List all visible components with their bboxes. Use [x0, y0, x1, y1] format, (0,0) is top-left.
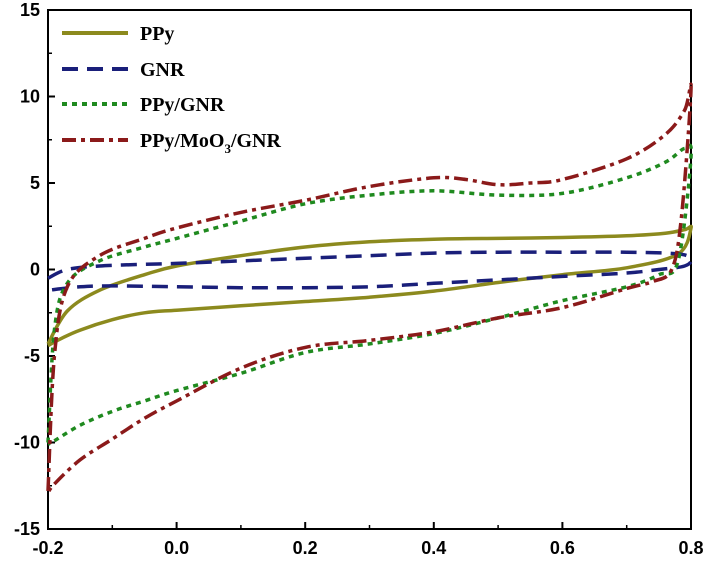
y-tick-label: 10: [20, 87, 40, 107]
y-tick-label: -5: [24, 346, 40, 366]
x-axis: -0.2 0.0 0.2 0.4 0.6 0.8: [32, 522, 704, 558]
y-tick-label: -10: [14, 433, 40, 453]
x-tick-label: -0.2: [32, 538, 63, 558]
y-tick-label: 5: [30, 173, 40, 193]
y-tick-label: 0: [30, 260, 40, 280]
series-line-ppy: [46, 224, 693, 348]
y-tick-label: 15: [20, 0, 40, 20]
x-tick-label: 0.8: [678, 538, 703, 558]
plot-curves: [46, 82, 694, 494]
x-tick-label: 0.6: [550, 538, 575, 558]
plot-frame: [47, 9, 692, 530]
legend: PPy GNR PPy/GNR PPy/MoO3/GNR: [62, 23, 281, 156]
series-line-ppy-gnr: [46, 143, 693, 446]
series-line-ppy-moo3-gnr: [46, 82, 693, 494]
x-tick-label: 0.2: [293, 538, 318, 558]
legend-label-ppy-moo3-gnr: PPy/MoO3/GNR: [140, 130, 281, 156]
legend-label-gnr: GNR: [140, 59, 185, 81]
legend-label-ppy-gnr: PPy/GNR: [140, 94, 225, 116]
x-tick-label: 0.4: [421, 538, 446, 558]
series-line-gnr: [47, 250, 694, 293]
x-tick-label: 0.0: [164, 538, 189, 558]
y-tick-label: -15: [14, 519, 40, 539]
legend-label-ppy: PPy: [140, 23, 174, 45]
